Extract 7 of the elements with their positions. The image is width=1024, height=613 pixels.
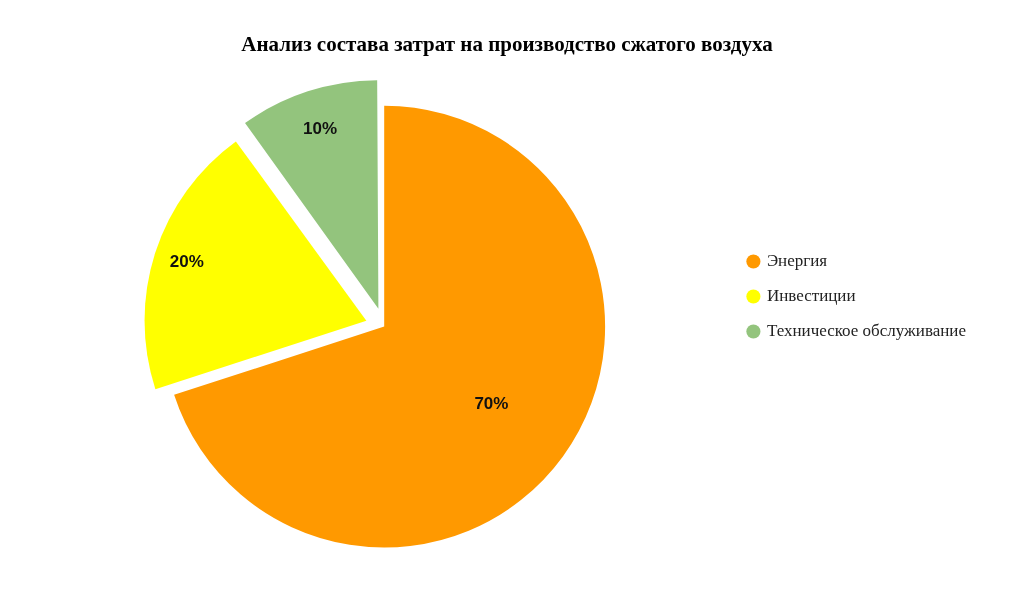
legend-label: Инвестиции xyxy=(766,285,856,305)
chart-title: Анализ состава затрат на производство сжатого воздуха xyxy=(241,32,774,57)
data-label: 10% xyxy=(303,118,338,138)
legend-label: Энергия xyxy=(766,250,828,270)
data-label: 20% xyxy=(169,252,204,272)
data-label: 70% xyxy=(474,394,509,414)
legend-label: Техническое обслуживание xyxy=(766,320,967,340)
